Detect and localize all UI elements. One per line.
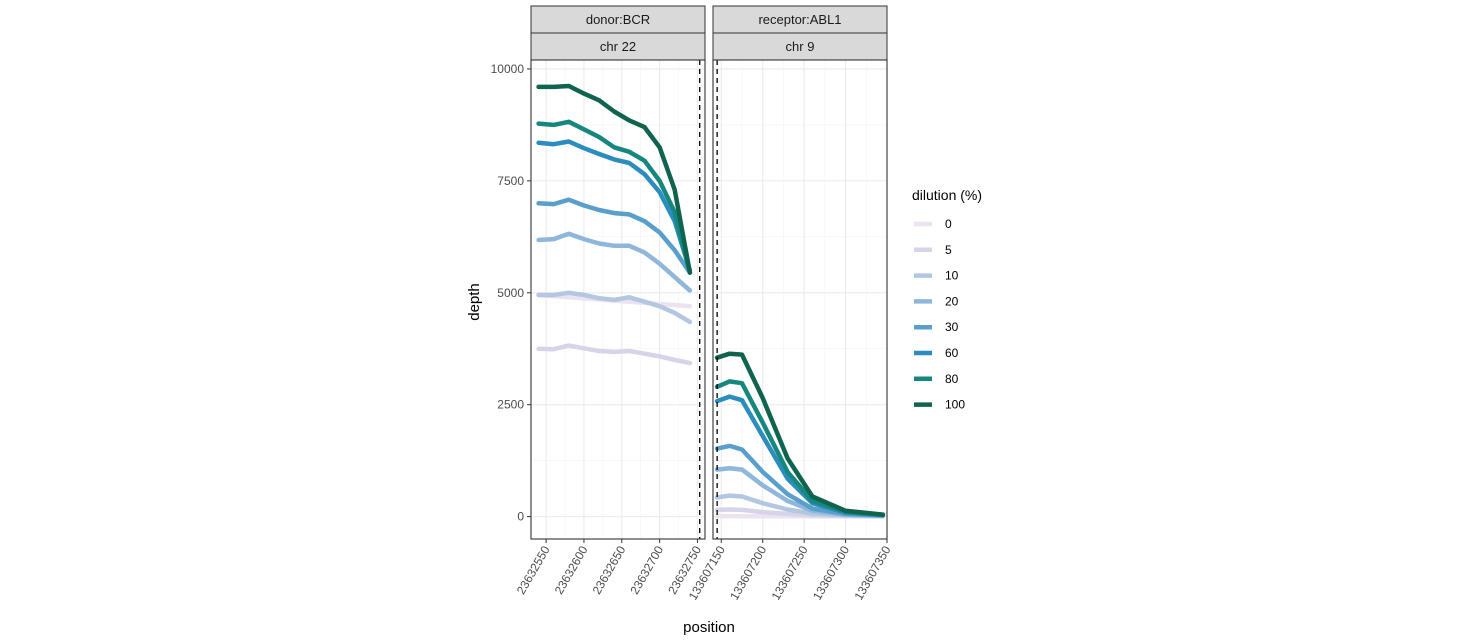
legend-label: 20 [945, 294, 959, 308]
x-tick-label: 133607300 [810, 543, 852, 602]
legend-item-10: 10 [914, 269, 959, 283]
legend-title: dilution (%) [912, 187, 982, 203]
legend-label: 80 [945, 372, 959, 386]
series-line-100 [536, 83, 693, 275]
x-tick-label: 23632550 [514, 543, 553, 597]
y-tick-label: 5000 [497, 286, 524, 300]
series-line-60 [536, 139, 693, 273]
strip-label-top: donor:BCR [586, 12, 650, 27]
legend-label: 10 [945, 269, 959, 283]
legend-label: 0 [945, 217, 952, 231]
legend-label: 30 [945, 320, 959, 334]
x-tick-label: 133607200 [727, 543, 769, 602]
series-line-80 [536, 119, 693, 275]
strip-top-box [712, 5, 888, 34]
panel-2: receptor:ABL1 chr 9 133607150 133607200 1336… [686, 5, 894, 603]
x-tick-label: 23632600 [552, 543, 591, 597]
legend-item-0: 0 [914, 217, 952, 231]
y-tick-label: 10000 [491, 62, 525, 76]
y-axis-title: depth [466, 283, 483, 321]
y-axis-label: depth [466, 283, 483, 321]
strip-label-bottom: chr 9 [786, 39, 815, 54]
strip-label-bottom: chr 22 [600, 39, 636, 54]
series-lines [714, 351, 886, 519]
y-tick-label: 2500 [497, 398, 524, 412]
legend-item-80: 80 [914, 372, 959, 386]
x-tick-label: 23632650 [590, 543, 629, 597]
legend-label: 100 [945, 398, 965, 412]
series-line-100 [714, 351, 886, 517]
strip-bottom-box [530, 32, 706, 61]
legend-item-100: 100 [914, 398, 965, 412]
series-line-5 [536, 343, 693, 366]
strip-label-top: receptor:ABL1 [758, 12, 841, 27]
legend-label: 60 [945, 346, 959, 360]
y-tick-label: 0 [517, 510, 524, 524]
y-tick-label: 7500 [497, 174, 524, 188]
x-axis-label: position [683, 619, 735, 636]
panel-border [712, 59, 888, 540]
x-axis-ticks: 133607150 133607200 133607250 133607300 1336… [686, 539, 894, 603]
legend-item-30: 30 [914, 320, 959, 334]
strip-bottom-box [712, 32, 888, 61]
strip-top-box [530, 5, 706, 34]
x-tick-label: 133607250 [769, 543, 811, 602]
legend-item-20: 20 [914, 294, 959, 308]
series-line-30 [536, 197, 693, 275]
x-tick-label: 133607350 [851, 543, 893, 602]
x-tick-label: 23632700 [627, 543, 666, 597]
x-axis-ticks: 23632550 23632600 23632650 23632700 23632750 [514, 539, 704, 597]
legend: dilution (%) 0 5 10 20 30 60 80 100 [912, 187, 982, 412]
legend-item-5: 5 [914, 243, 952, 257]
legend-items: 0 5 10 20 30 60 80 100 [914, 217, 965, 412]
legend-item-60: 60 [914, 346, 959, 360]
panel-border [530, 59, 706, 540]
series-line-20 [536, 231, 693, 293]
series-lines [536, 83, 693, 366]
series-line-10 [536, 290, 693, 325]
legend-label: 5 [945, 243, 952, 257]
y-axis-ticks: 0 2500 5000 7500 10000 [491, 62, 531, 524]
